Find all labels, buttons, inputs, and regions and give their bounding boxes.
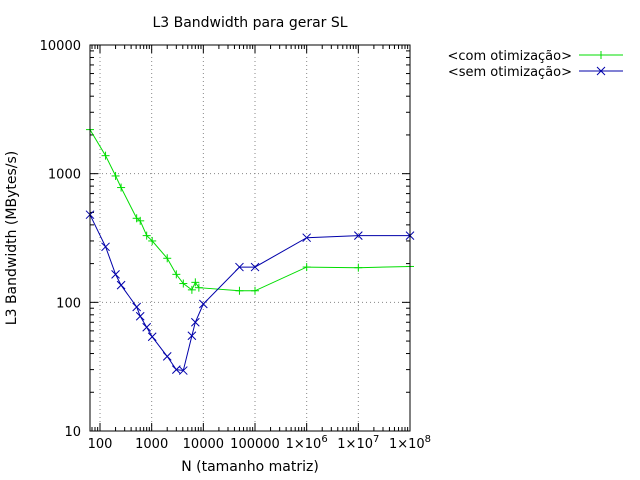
grid-lines bbox=[90, 45, 410, 431]
series-com-otimizacao bbox=[86, 125, 414, 295]
data-point bbox=[111, 269, 120, 279]
y-tick-label: 10000 bbox=[40, 39, 81, 54]
legend-label: <sem otimização> bbox=[448, 65, 572, 80]
data-point bbox=[135, 311, 145, 321]
data-point bbox=[163, 254, 172, 263]
y-tick-label: 1000 bbox=[48, 168, 81, 183]
chart-title: L3 Bandwidth para gerar SL bbox=[152, 15, 347, 31]
y-axis-label: L3 Bandwidth (MBytes/s) bbox=[4, 151, 20, 325]
data-point bbox=[198, 299, 208, 309]
data-point bbox=[187, 331, 197, 341]
x-tick-label: 1×107 bbox=[337, 434, 379, 452]
x-tick-label: 1×106 bbox=[286, 434, 328, 452]
data-point bbox=[190, 317, 200, 327]
data-point bbox=[116, 280, 126, 290]
x-tick-label-base: 1×10 bbox=[286, 437, 322, 452]
legend-label: <com otimização> bbox=[448, 49, 572, 64]
x-tick-label-base: 1×10 bbox=[389, 437, 425, 452]
data-point bbox=[187, 285, 196, 294]
data-point bbox=[194, 283, 203, 292]
data-point bbox=[162, 352, 172, 361]
x-tick-label-base: 100000 bbox=[230, 437, 280, 452]
data-point bbox=[117, 183, 126, 192]
data-point bbox=[136, 216, 145, 225]
legend-marker bbox=[596, 66, 606, 76]
data-point bbox=[172, 270, 181, 279]
legend: <com otimização><sem otimização> bbox=[448, 49, 623, 80]
x-tick-label-exponent: 8 bbox=[425, 434, 431, 445]
series-layer bbox=[85, 125, 415, 375]
data-point bbox=[178, 366, 188, 375]
data-point bbox=[235, 286, 244, 295]
series-sem-otimizacao bbox=[85, 210, 415, 375]
y-tick-label: 100 bbox=[56, 296, 81, 311]
data-point bbox=[191, 278, 200, 287]
plot-frame bbox=[89, 44, 411, 432]
legend-marker bbox=[597, 51, 605, 59]
x-tick-label: 10000 bbox=[183, 437, 224, 452]
data-point bbox=[147, 332, 157, 342]
data-point bbox=[302, 233, 312, 243]
x-tick-label-base: 100 bbox=[88, 437, 113, 452]
data-point bbox=[179, 279, 188, 288]
data-point bbox=[142, 231, 151, 240]
data-point bbox=[251, 286, 260, 295]
data-point bbox=[142, 322, 152, 332]
data-point bbox=[148, 236, 157, 245]
data-point bbox=[171, 365, 181, 374]
data-point bbox=[101, 151, 110, 160]
x-tick-label-exponent: 6 bbox=[321, 434, 327, 445]
data-point bbox=[101, 242, 110, 252]
x-axis-label: N (tamanho matriz) bbox=[181, 459, 319, 475]
x-tick-label: 1×108 bbox=[389, 434, 431, 452]
legend-item: <com otimização> bbox=[448, 49, 623, 64]
data-point bbox=[250, 262, 260, 272]
data-point bbox=[111, 171, 120, 180]
x-tick-label: 100000 bbox=[230, 437, 280, 452]
x-tick-label-exponent: 7 bbox=[373, 434, 379, 445]
y-tick-label: 10 bbox=[64, 425, 81, 440]
x-tick-label: 1000 bbox=[135, 437, 168, 452]
x-tick-label-base: 10000 bbox=[183, 437, 224, 452]
data-point bbox=[353, 231, 363, 240]
data-point bbox=[235, 262, 244, 272]
series-line bbox=[89, 214, 410, 372]
data-point bbox=[354, 263, 363, 272]
data-point bbox=[132, 302, 142, 312]
data-point bbox=[302, 263, 311, 272]
legend-item: <sem otimização> bbox=[448, 65, 623, 80]
x-tick-label-base: 1×10 bbox=[337, 437, 373, 452]
x-tick-label: 100 bbox=[88, 437, 113, 452]
x-tick-label-base: 1000 bbox=[135, 437, 168, 452]
